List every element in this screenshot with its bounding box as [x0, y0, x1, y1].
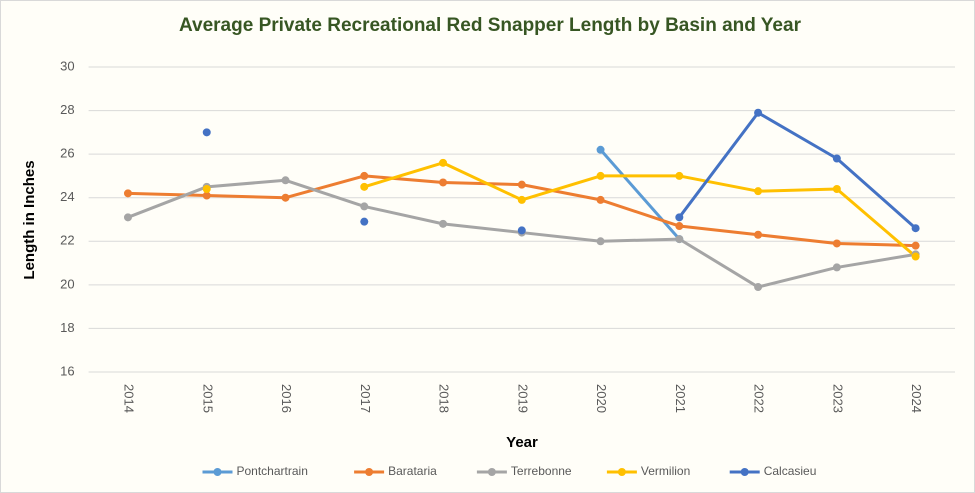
data-point — [517, 180, 526, 189]
legend-label: Barataria — [388, 464, 437, 478]
y-tick-label: 30 — [60, 58, 74, 73]
y-tick-label: 26 — [60, 146, 74, 161]
data-point — [754, 187, 763, 196]
data-point — [754, 283, 763, 292]
data-point — [832, 263, 841, 272]
x-tick-label: 2016 — [279, 384, 294, 413]
data-point — [123, 189, 132, 198]
y-tick-label: 24 — [60, 189, 74, 204]
data-point — [675, 235, 684, 244]
series-line — [363, 161, 917, 258]
data-point — [360, 182, 369, 191]
legend-marker — [740, 468, 749, 476]
data-point — [754, 230, 763, 239]
data-point — [911, 252, 920, 261]
data-point — [754, 108, 763, 117]
y-tick-label: 20 — [60, 276, 74, 291]
data-point — [439, 158, 448, 167]
legend-marker — [617, 468, 626, 476]
chart-title: Average Private Recreational Red Snapper… — [179, 15, 802, 36]
y-tick-label: 22 — [60, 233, 74, 248]
data-point — [517, 195, 526, 204]
data-point — [202, 191, 211, 200]
x-tick-label: 2022 — [752, 384, 767, 413]
data-point — [123, 213, 132, 222]
data-point — [596, 145, 605, 154]
data-point — [596, 237, 605, 246]
x-tick-label: 2017 — [358, 384, 373, 413]
y-tick-label: 16 — [60, 363, 74, 378]
y-tick-label: 18 — [60, 320, 74, 335]
y-axis-label: Length in Inches — [21, 160, 38, 279]
legend-label: Pontchartrain — [237, 464, 308, 478]
x-tick-label: 2018 — [437, 384, 452, 413]
y-tick-label: 28 — [60, 102, 74, 117]
x-tick-label: 2019 — [515, 384, 530, 413]
series-line — [599, 148, 681, 241]
data-point — [202, 128, 211, 137]
x-axis-label: Year — [506, 434, 538, 451]
data-point — [911, 241, 920, 250]
x-tick-label: 2024 — [909, 384, 924, 413]
x-tick-label: 2023 — [830, 384, 845, 413]
x-tick-label: 2021 — [673, 384, 688, 413]
data-point — [517, 226, 526, 235]
data-point — [439, 219, 448, 228]
data-point — [360, 202, 369, 211]
data-point — [832, 185, 841, 193]
x-tick-label: 2015 — [200, 384, 215, 413]
data-point — [439, 178, 448, 187]
legend-marker — [365, 468, 374, 476]
legend-marker — [487, 468, 496, 476]
data-point — [281, 176, 290, 185]
data-point — [675, 213, 684, 222]
data-point — [675, 171, 684, 180]
x-tick-label: 2020 — [594, 384, 609, 413]
legend-label: Calcasieu — [764, 464, 817, 478]
data-point — [832, 154, 841, 163]
data-point — [360, 171, 369, 180]
data-point — [911, 224, 920, 233]
data-point — [596, 195, 605, 204]
legend-marker — [213, 468, 222, 476]
x-tick-label: 2014 — [122, 384, 137, 413]
legend-label: Vermilion — [641, 464, 690, 478]
data-point — [202, 185, 211, 193]
series-line — [678, 111, 917, 230]
data-point — [360, 217, 369, 226]
data-point — [832, 239, 841, 248]
data-point — [281, 193, 290, 202]
data-point — [596, 171, 605, 180]
legend-label: Terrebonne — [511, 464, 572, 478]
data-point — [675, 222, 684, 231]
